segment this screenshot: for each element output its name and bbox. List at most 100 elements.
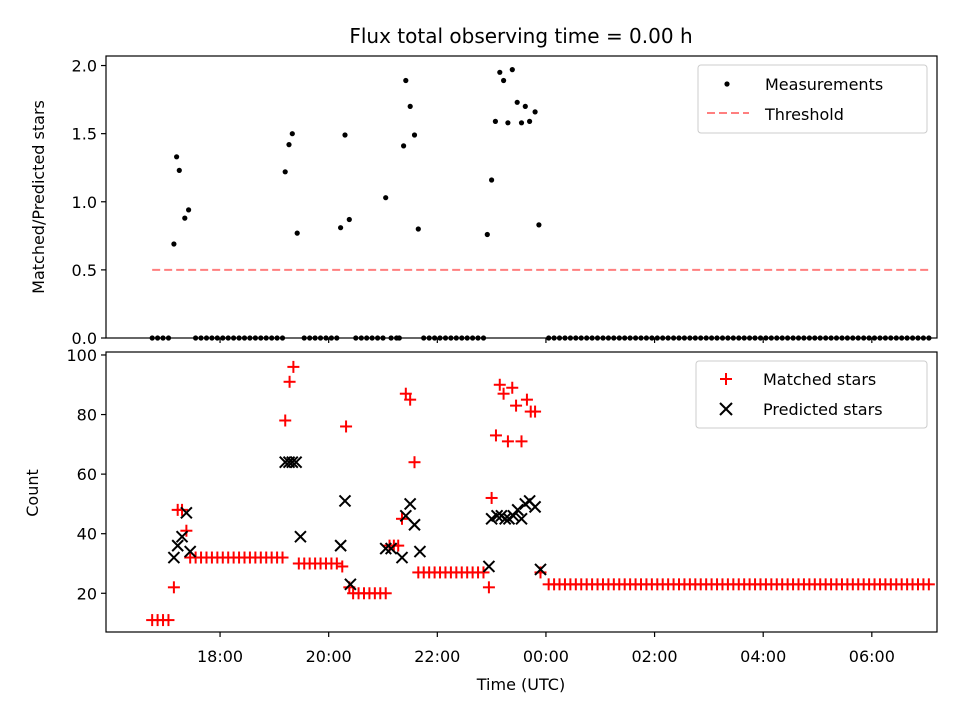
measurement-point xyxy=(403,77,409,84)
legend-matched-label: Matched stars xyxy=(763,370,876,389)
measurement-point xyxy=(346,216,352,223)
x-tick-label: 22:00 xyxy=(414,647,460,666)
predicted-star-point xyxy=(511,503,524,517)
top-y-tick-label: 0.5 xyxy=(72,261,97,280)
matched-star-point xyxy=(529,405,542,418)
bottom-plot-frame xyxy=(105,351,938,633)
matched-star-point xyxy=(515,435,528,448)
predicted-star-point xyxy=(167,551,181,564)
predicted-star-point xyxy=(180,506,193,520)
measurement-point xyxy=(338,225,344,231)
measurement-point xyxy=(532,109,538,115)
measurement-point xyxy=(401,143,407,149)
matched-star-point xyxy=(922,578,935,591)
matched-star-point xyxy=(482,581,495,594)
bottom-y-tick-label: 80 xyxy=(77,406,97,425)
legend-predicted-marker xyxy=(719,402,733,416)
measurement-point xyxy=(501,77,507,84)
measurement-point xyxy=(176,167,182,173)
matched-star-point xyxy=(506,381,519,394)
legend-measurements-label: Measurements xyxy=(765,75,883,94)
matched-star-point xyxy=(379,587,392,600)
predicted-star-point xyxy=(334,539,347,552)
matched-star-point xyxy=(276,551,289,564)
x-tick-label: 18:00 xyxy=(197,647,243,666)
bottom-panel: 20 40 60 80 100 18:00 20:00 22:00 00:00 02:00 04:… xyxy=(23,346,938,694)
measurement-point xyxy=(289,131,295,137)
legend-measurements-marker xyxy=(724,81,730,87)
predicted-star-point xyxy=(528,500,542,514)
top-y-tick-label: 2.0 xyxy=(72,57,97,76)
top-x-ticks xyxy=(219,338,873,343)
top-legend-frame xyxy=(697,64,928,134)
bottom-legend: Matched stars Predicted stars xyxy=(695,360,928,429)
measurement-point xyxy=(522,103,528,109)
predicted-star-point xyxy=(183,545,197,558)
matched-star-point xyxy=(408,456,421,469)
measurement-point xyxy=(527,118,533,124)
predicted-star-point xyxy=(384,542,398,555)
x-tick-label: 20:00 xyxy=(306,647,352,666)
matched-star-point xyxy=(162,614,175,627)
predicted-star-point xyxy=(286,456,299,469)
top-panel: 0.00.51.01.52.0 Matched/Predicted stars … xyxy=(29,55,938,348)
measurement-point xyxy=(509,67,515,73)
predicted-star-point xyxy=(413,545,427,558)
predicted-star-point xyxy=(498,512,512,526)
matched-star-point xyxy=(520,393,533,406)
predicted-star-point xyxy=(338,494,352,508)
measurement-point xyxy=(171,241,177,247)
bottom-x-axis: 18:00 20:00 22:00 00:00 02:00 04:00 06:00 xyxy=(197,632,895,666)
bottom-y-axis-title: Count xyxy=(23,469,42,517)
top-y-tick-label: 1.0 xyxy=(72,193,97,212)
measurement-point xyxy=(282,169,288,175)
measurement-point xyxy=(383,195,389,201)
predicted-star-point xyxy=(395,551,409,564)
x-tick-label: 00:00 xyxy=(523,647,569,666)
bottom-marks-layer xyxy=(146,360,935,627)
measurement-point xyxy=(505,120,511,126)
measurement-point xyxy=(174,154,180,160)
measurement-point xyxy=(489,177,495,183)
predicted-star-point xyxy=(403,497,417,511)
matched-star-point xyxy=(493,378,506,391)
measurement-point xyxy=(411,132,418,138)
predicted-star-point xyxy=(294,530,307,543)
predicted-star-point xyxy=(171,539,184,552)
measurement-point xyxy=(407,103,413,109)
legend-predicted-label: Predicted stars xyxy=(763,400,883,419)
measurement-point xyxy=(186,207,192,213)
matched-star-point xyxy=(336,560,349,573)
top-y-tick-label: 1.5 xyxy=(72,125,97,144)
top-y-axis: 0.0 0.5 1.0 1.5 2.0 xyxy=(72,57,106,348)
matched-star-point xyxy=(167,581,180,594)
measurement-point xyxy=(294,230,300,236)
matched-star-point xyxy=(501,435,514,448)
predicted-star-point xyxy=(515,512,528,526)
measurement-point xyxy=(536,222,542,228)
bottom-y-axis: 20 40 60 80 100 xyxy=(66,346,106,603)
predicted-star-point xyxy=(482,560,496,573)
matched-star-point xyxy=(497,387,510,400)
predicted-star-point xyxy=(507,509,520,523)
x-tick-label: 04:00 xyxy=(740,647,786,666)
measurement-point xyxy=(497,69,503,75)
x-axis-title: Time (UTC) xyxy=(476,675,565,694)
matched-star-point xyxy=(283,375,296,388)
predicted-star-point xyxy=(490,509,504,523)
predicted-star-point xyxy=(344,578,357,591)
top-legend: Measurements Threshold xyxy=(697,64,928,134)
bottom-legend-frame xyxy=(695,360,928,429)
measurement-point xyxy=(182,215,188,221)
bottom-y-tick-label: 40 xyxy=(77,525,97,544)
x-tick-label: 06:00 xyxy=(849,647,895,666)
legend-threshold-label: Threshold xyxy=(764,105,844,124)
measurement-point xyxy=(286,142,292,148)
matched-star-point xyxy=(279,414,292,427)
matched-star-point xyxy=(485,491,498,504)
top-y-tick-label: 0.0 xyxy=(72,329,97,348)
predicted-star-point xyxy=(408,518,421,531)
predicted-star-point xyxy=(175,530,189,543)
predicted-star-point xyxy=(289,456,303,469)
